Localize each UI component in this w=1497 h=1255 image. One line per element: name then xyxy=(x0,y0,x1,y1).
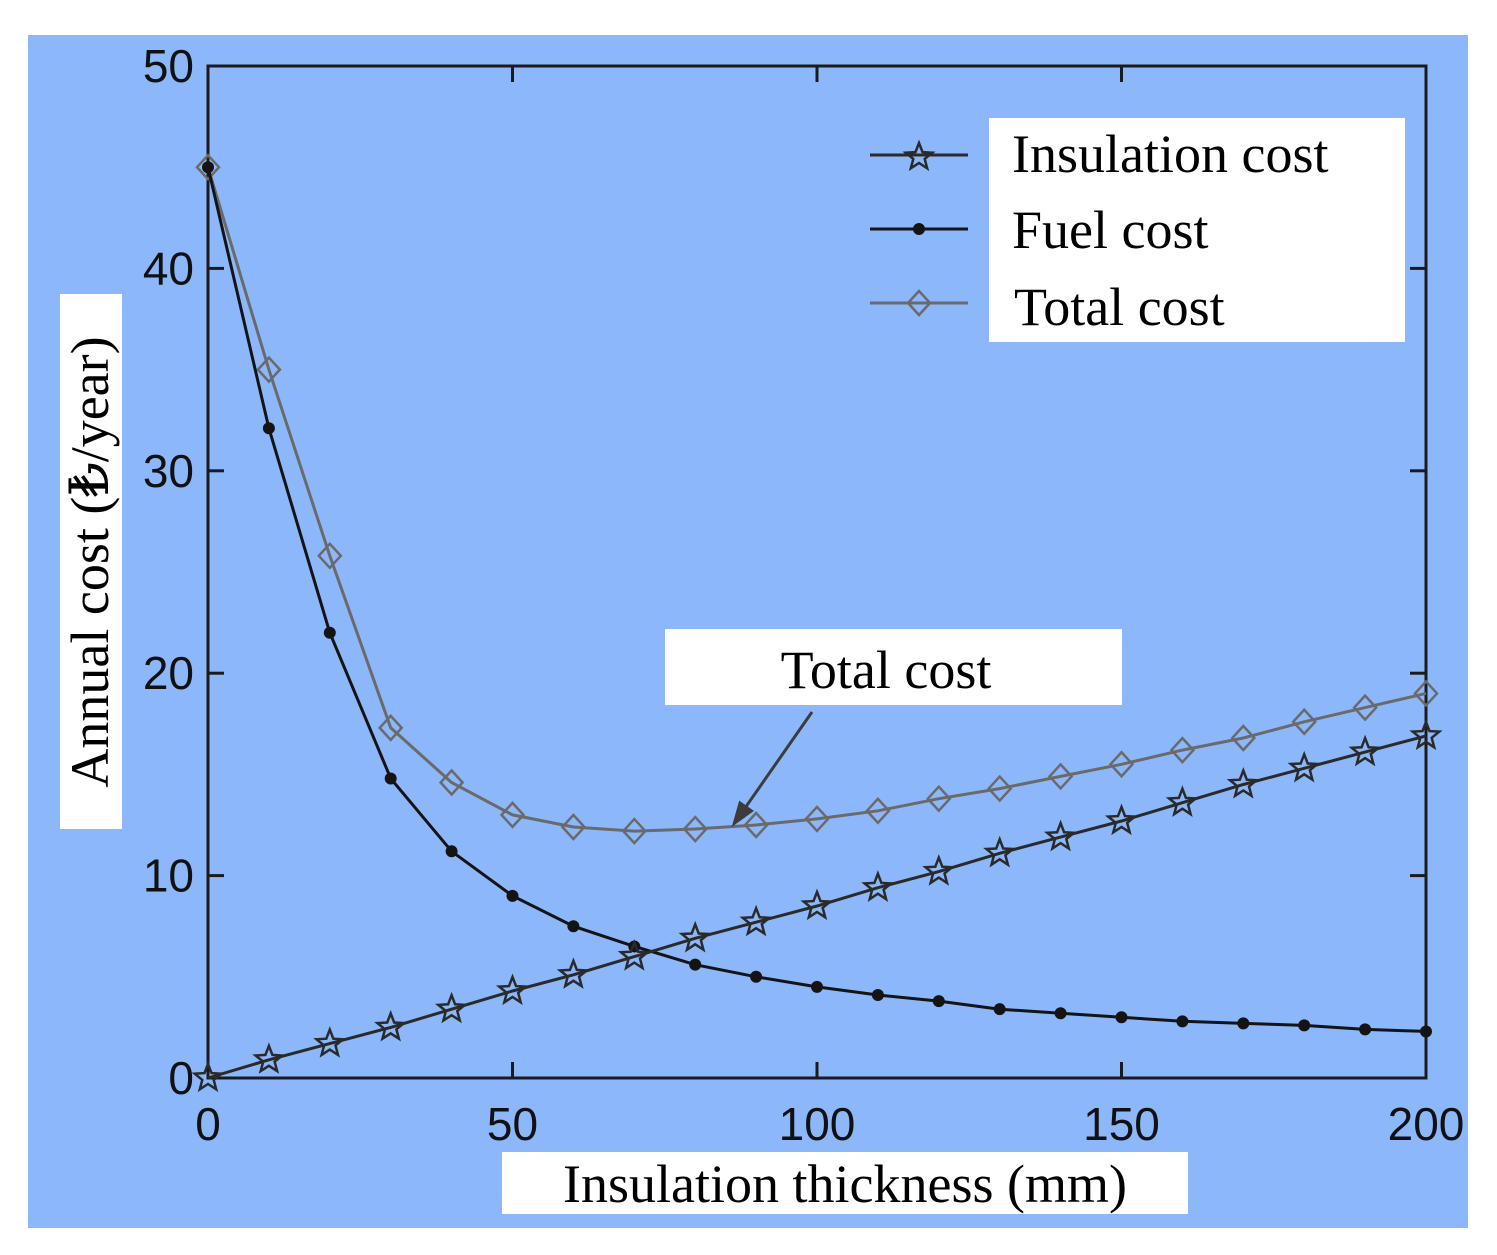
insulation-cost-point xyxy=(739,904,773,937)
insulation-cost-point xyxy=(617,939,651,971)
total-cost-point xyxy=(1291,707,1317,736)
fuel-cost-point xyxy=(506,889,519,902)
y-tick-label: 50 xyxy=(143,40,194,92)
x-tick-label: 150 xyxy=(1083,1098,1160,1150)
total-cost-point xyxy=(1169,736,1196,764)
total-cost-point xyxy=(499,801,526,829)
legend-label-total: Total cost xyxy=(1014,277,1225,337)
total-cost-point xyxy=(987,774,1013,803)
x-tick-label: 100 xyxy=(779,1098,856,1150)
insulation-cost-point xyxy=(861,870,895,902)
fuel-cost-point xyxy=(689,958,702,971)
insulation-cost-point xyxy=(313,1026,347,1058)
axis-ticks: 0 50 100 150 200 0 10 20 30 40 50 xyxy=(143,40,1465,1150)
insulation-cost-point xyxy=(1287,750,1321,783)
legend-box xyxy=(989,118,1405,342)
insulation-cost-point xyxy=(1409,718,1443,751)
total-cost-point xyxy=(682,815,708,843)
y-axis-label: Annual cost (₺/year) xyxy=(60,336,120,787)
total-cost-point xyxy=(1413,679,1439,708)
fuel-cost-point xyxy=(1054,1007,1067,1020)
y-tick-label: 10 xyxy=(143,850,194,902)
total-cost-point xyxy=(256,355,282,384)
insulation-cost-point xyxy=(252,1042,286,1074)
series-line-total-cost xyxy=(206,166,1427,833)
insulation-cost-point xyxy=(800,888,834,921)
insulation-cost-point xyxy=(1104,803,1139,836)
fuel-cost-point xyxy=(1359,1023,1372,1036)
total-cost-point xyxy=(1230,724,1256,752)
y-tick-label: 20 xyxy=(143,647,194,699)
x-tick-label: 200 xyxy=(1388,1098,1465,1150)
y-tick-label: 0 xyxy=(168,1052,194,1104)
insulation-cost-point xyxy=(495,973,530,1006)
insulation-cost-point xyxy=(191,1060,225,1093)
total-cost-point xyxy=(378,713,404,742)
insulation-cost-point xyxy=(1043,819,1078,852)
fuel-cost-point xyxy=(1115,1011,1128,1024)
legend-dot-marker xyxy=(913,223,925,235)
annotation-arrowhead xyxy=(731,800,754,827)
total-cost-point xyxy=(743,811,769,839)
fuel-cost-point xyxy=(1420,1025,1432,1038)
total-cost-point xyxy=(804,805,830,833)
total-cost-point xyxy=(438,768,465,797)
annotation-arrow xyxy=(740,711,814,814)
fuel-cost-point xyxy=(750,970,763,983)
x-axis-label-bg xyxy=(502,1152,1188,1214)
fuel-cost-point xyxy=(811,980,823,993)
y-tick-label: 40 xyxy=(143,242,194,294)
fuel-cost-point xyxy=(1298,1019,1311,1032)
annotation-box xyxy=(665,629,1122,705)
insulation-cost-point xyxy=(922,854,956,886)
fuel-cost-point xyxy=(871,989,884,1002)
insulation-cost-point xyxy=(556,957,591,989)
y-tick-label: 30 xyxy=(143,445,194,497)
total-cost-point xyxy=(865,796,891,825)
total-cost-point xyxy=(1047,762,1074,791)
fuel-cost-point xyxy=(202,161,214,174)
fuel-cost-point xyxy=(445,845,458,858)
fuel-cost-point xyxy=(993,1003,1006,1016)
legend-label-fuel: Fuel cost xyxy=(1012,200,1209,260)
total-cost-annotation: Total cost xyxy=(665,629,1122,827)
fuel-cost-point xyxy=(932,995,945,1008)
insulation-cost-point xyxy=(983,835,1017,868)
total-cost-point xyxy=(195,153,221,182)
y-axis-label-bg xyxy=(60,294,122,829)
x-tick-label: 50 xyxy=(487,1098,538,1150)
insulation-cost-point xyxy=(1226,766,1260,799)
legend-star-marker xyxy=(902,139,936,172)
total-cost-point xyxy=(1352,693,1378,722)
fuel-cost-point xyxy=(384,772,397,785)
total-cost-point xyxy=(1108,750,1135,779)
series-layer xyxy=(191,153,1443,1093)
fuel-cost-point xyxy=(1176,1015,1189,1028)
total-cost-point xyxy=(926,784,952,813)
legend-label-insulation: Insulation cost xyxy=(1012,124,1328,184)
legend: Insulation cost Fuel cost Total cost xyxy=(870,118,1405,342)
x-axis-label: Insulation thickness (mm) xyxy=(563,1154,1127,1214)
total-cost-point xyxy=(317,541,343,570)
insulation-cost-point xyxy=(678,920,712,953)
fuel-cost-point xyxy=(262,422,275,435)
fuel-cost-point xyxy=(567,920,580,933)
fuel-cost-point xyxy=(323,626,336,639)
insulation-cost-point xyxy=(1348,734,1382,767)
legend-diamond-marker xyxy=(906,289,932,317)
insulation-cost-point xyxy=(1165,785,1200,817)
insulation-cost-point xyxy=(374,1009,408,1042)
x-tick-label: 0 xyxy=(195,1098,221,1150)
fuel-cost-point xyxy=(1237,1017,1250,1030)
total-cost-point xyxy=(621,817,647,845)
total-cost-point xyxy=(560,813,587,841)
series-line-insulation-cost xyxy=(207,734,1427,1080)
insulation-cost-point xyxy=(434,991,469,1024)
annotation-text: Total cost xyxy=(781,640,992,700)
